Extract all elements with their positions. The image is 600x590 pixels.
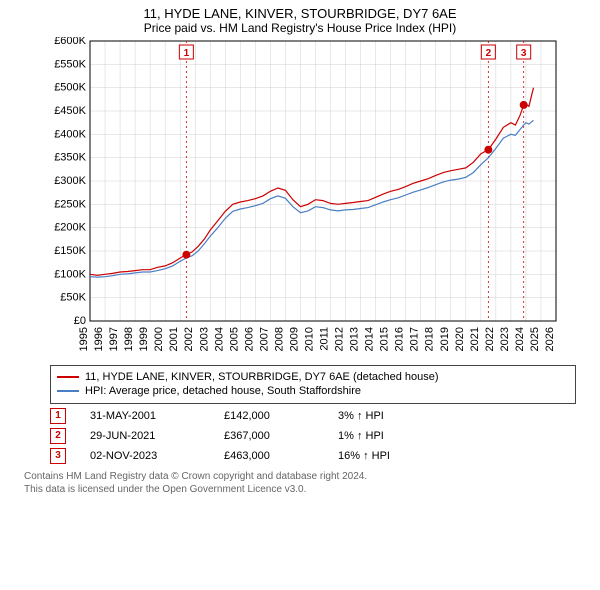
event-row: 3 02-NOV-2023 £463,000 16% ↑ HPI bbox=[50, 448, 576, 464]
legend-label: HPI: Average price, detached house, Sout… bbox=[85, 384, 361, 398]
svg-text:2004: 2004 bbox=[213, 327, 225, 351]
svg-text:2007: 2007 bbox=[258, 327, 270, 351]
svg-text:1997: 1997 bbox=[108, 327, 120, 351]
svg-text:1996: 1996 bbox=[93, 327, 105, 351]
event-row: 1 31-MAY-2001 £142,000 3% ↑ HPI bbox=[50, 408, 576, 424]
event-date: 02-NOV-2023 bbox=[90, 450, 200, 462]
event-price: £463,000 bbox=[224, 450, 314, 462]
footer-line: Contains HM Land Registry data © Crown c… bbox=[24, 470, 576, 483]
legend-item-hpi: HPI: Average price, detached house, Sout… bbox=[57, 384, 569, 398]
svg-text:2001: 2001 bbox=[168, 327, 180, 351]
svg-text:2021: 2021 bbox=[469, 327, 481, 351]
svg-text:2024: 2024 bbox=[514, 327, 526, 351]
svg-text:£200K: £200K bbox=[54, 222, 86, 234]
svg-text:2013: 2013 bbox=[349, 327, 361, 351]
event-marker-icon: 2 bbox=[50, 428, 66, 444]
event-row: 2 29-JUN-2021 £367,000 1% ↑ HPI bbox=[50, 428, 576, 444]
svg-text:2003: 2003 bbox=[198, 327, 210, 351]
svg-text:2020: 2020 bbox=[454, 327, 466, 351]
svg-text:£500K: £500K bbox=[54, 82, 86, 94]
legend-label: 11, HYDE LANE, KINVER, STOURBRIDGE, DY7 … bbox=[85, 370, 439, 384]
svg-text:£50K: £50K bbox=[60, 292, 86, 304]
svg-text:£550K: £550K bbox=[54, 58, 86, 70]
chart-subtitle: Price paid vs. HM Land Registry's House … bbox=[0, 21, 600, 37]
event-date: 29-JUN-2021 bbox=[90, 430, 200, 442]
svg-text:2012: 2012 bbox=[334, 327, 346, 351]
svg-text:1995: 1995 bbox=[78, 327, 90, 351]
svg-text:2017: 2017 bbox=[409, 327, 421, 351]
svg-text:2: 2 bbox=[486, 48, 492, 59]
svg-text:1: 1 bbox=[184, 48, 190, 59]
svg-text:2002: 2002 bbox=[183, 327, 195, 351]
svg-text:1999: 1999 bbox=[138, 327, 150, 351]
svg-text:2023: 2023 bbox=[499, 327, 511, 351]
svg-text:2022: 2022 bbox=[484, 327, 496, 351]
svg-text:£250K: £250K bbox=[54, 198, 86, 210]
svg-text:2009: 2009 bbox=[288, 327, 300, 351]
price-chart: £0 £50K £100K £150K £200K £250K £300K £350K £400… bbox=[38, 37, 562, 357]
svg-text:3: 3 bbox=[521, 48, 527, 59]
svg-text:2010: 2010 bbox=[303, 327, 315, 351]
footer: Contains HM Land Registry data © Crown c… bbox=[24, 470, 576, 496]
chart-title: 11, HYDE LANE, KINVER, STOURBRIDGE, DY7 … bbox=[0, 0, 600, 21]
event-marker-icon: 1 bbox=[50, 408, 66, 424]
svg-text:2011: 2011 bbox=[319, 327, 331, 351]
events-list: 1 31-MAY-2001 £142,000 3% ↑ HPI 2 29-JUN-2021… bbox=[0, 408, 600, 464]
svg-text:2019: 2019 bbox=[439, 327, 451, 351]
svg-text:1998: 1998 bbox=[123, 327, 135, 351]
svg-text:£600K: £600K bbox=[54, 37, 86, 47]
svg-text:£300K: £300K bbox=[54, 175, 86, 187]
legend-item-property: 11, HYDE LANE, KINVER, STOURBRIDGE, DY7 … bbox=[57, 370, 569, 384]
event-delta: 1% ↑ HPI bbox=[338, 430, 468, 442]
event-date: 31-MAY-2001 bbox=[90, 410, 200, 422]
svg-text:£150K: £150K bbox=[54, 245, 86, 257]
svg-text:2000: 2000 bbox=[153, 327, 165, 351]
event-price: £142,000 bbox=[224, 410, 314, 422]
svg-text:2006: 2006 bbox=[243, 327, 255, 351]
svg-text:2014: 2014 bbox=[364, 327, 376, 351]
svg-text:£450K: £450K bbox=[54, 105, 86, 117]
svg-text:2018: 2018 bbox=[424, 327, 436, 351]
svg-text:£400K: £400K bbox=[54, 128, 86, 140]
legend: 11, HYDE LANE, KINVER, STOURBRIDGE, DY7 … bbox=[50, 365, 576, 404]
footer-line: This data is licensed under the Open Gov… bbox=[24, 483, 576, 496]
event-delta: 3% ↑ HPI bbox=[338, 410, 468, 422]
svg-text:£350K: £350K bbox=[54, 152, 86, 164]
svg-text:2026: 2026 bbox=[544, 327, 556, 351]
event-price: £367,000 bbox=[224, 430, 314, 442]
svg-text:2025: 2025 bbox=[529, 327, 541, 351]
svg-text:£100K: £100K bbox=[54, 268, 86, 280]
svg-text:2008: 2008 bbox=[273, 327, 285, 351]
svg-text:2016: 2016 bbox=[394, 327, 406, 351]
event-marker-icon: 3 bbox=[50, 448, 66, 464]
svg-text:2005: 2005 bbox=[228, 327, 240, 351]
svg-text:2015: 2015 bbox=[379, 327, 391, 351]
event-delta: 16% ↑ HPI bbox=[338, 450, 468, 462]
svg-text:£0: £0 bbox=[74, 315, 86, 327]
